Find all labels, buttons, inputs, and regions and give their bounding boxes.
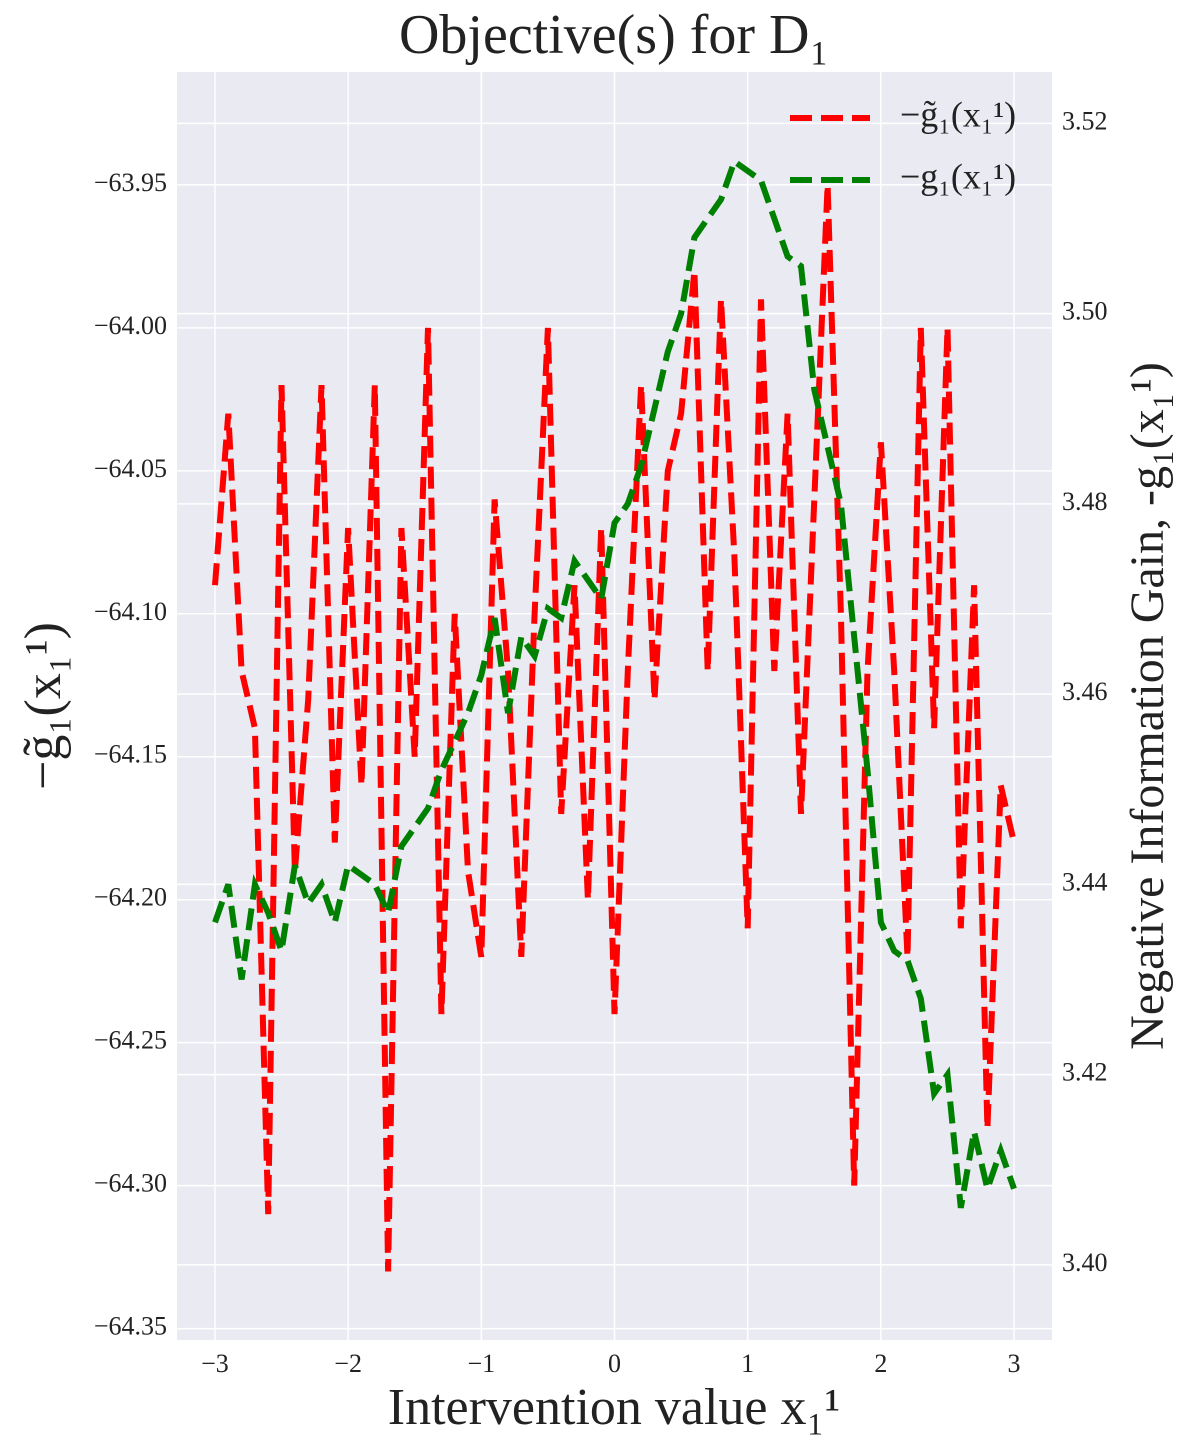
y2-tick-label: 3.40 — [1062, 1248, 1108, 1277]
x-tick-label: 1 — [741, 1349, 754, 1378]
x-tick-label: −3 — [201, 1349, 229, 1378]
y-axis-label: −g̃₁(x₁¹) — [15, 622, 72, 790]
y-tick-label: −63.95 — [94, 168, 167, 197]
legend-label: −g₁(x₁¹) — [900, 156, 1016, 196]
series-line — [212, 184, 1017, 1272]
y2-axis-label: Negative Information Gain, -g₁(x₁¹) — [1121, 362, 1174, 1050]
x-tick-label: 3 — [1008, 1349, 1021, 1378]
y2-tick-label: 3.46 — [1062, 677, 1108, 706]
y-tick-label: −64.00 — [94, 311, 167, 340]
x-tick-label: 2 — [874, 1349, 887, 1378]
y-tick-label: −64.05 — [94, 454, 167, 483]
x-tick-label: −2 — [334, 1349, 362, 1378]
x-tick-label: 0 — [608, 1349, 621, 1378]
y-tick-label: −64.10 — [94, 597, 167, 626]
y2-tick-label: 3.48 — [1062, 487, 1108, 516]
y-tick-label: −64.20 — [94, 883, 167, 912]
y2-tick-label: 3.44 — [1062, 867, 1108, 896]
y2-tick-label: 3.52 — [1062, 106, 1108, 135]
y2-tick-label: 3.50 — [1062, 297, 1108, 326]
y-tick-label: −64.15 — [94, 740, 167, 769]
y-tick-label: −64.25 — [94, 1026, 167, 1055]
chart-title: Objective(s) for D₁ — [399, 4, 829, 66]
x-axis-label: Intervention value x₁¹ — [388, 1379, 840, 1436]
legend-label: −g̃₁(x₁¹) — [900, 94, 1016, 134]
x-tick-label: −1 — [467, 1349, 495, 1378]
series-line — [212, 156, 1017, 1209]
y-tick-label: −64.35 — [94, 1312, 167, 1341]
y-tick-label: −64.30 — [94, 1169, 167, 1198]
y2-tick-label: 3.42 — [1062, 1058, 1108, 1087]
